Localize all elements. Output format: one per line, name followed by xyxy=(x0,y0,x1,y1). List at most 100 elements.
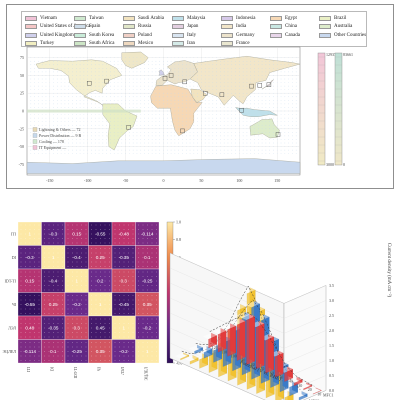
ocean-dot xyxy=(34,107,35,108)
ocean-dot xyxy=(45,135,47,137)
ocean-dot xyxy=(113,96,115,98)
ocean-dot xyxy=(30,131,32,133)
legend-item: Other Countries xyxy=(319,31,366,39)
ocean-dot xyxy=(106,57,107,59)
ocean-dot xyxy=(60,96,62,98)
ocean-dot xyxy=(41,128,43,130)
ocean-dot xyxy=(56,57,58,59)
bar3d-ztick-label: 3.5 xyxy=(329,283,334,288)
ocean-dot xyxy=(68,85,70,87)
ocean-dot xyxy=(91,153,92,155)
ocean-dot xyxy=(38,96,39,98)
legend-swatch xyxy=(123,15,135,21)
legend-label: Italy xyxy=(187,32,197,38)
ocean-dot xyxy=(117,135,119,137)
legend-swatch xyxy=(319,32,331,38)
ocean-dot xyxy=(49,107,51,108)
ocean-dot xyxy=(94,103,96,105)
legend-item: Spain xyxy=(74,23,100,31)
ocean-dot xyxy=(45,89,47,91)
ocean-dot xyxy=(98,128,100,130)
ocean-dot xyxy=(72,85,73,87)
ocean-dot xyxy=(106,135,107,137)
legend-swatch xyxy=(221,15,233,21)
ocean-dot xyxy=(53,131,54,133)
legend-item: Russia xyxy=(123,23,151,31)
legend-swatch xyxy=(172,41,184,46)
ocean-dot xyxy=(53,153,54,155)
legend-label: South Africa xyxy=(89,41,115,46)
ocean-dot xyxy=(30,153,32,155)
ocean-dot xyxy=(53,128,54,130)
ocean-dot xyxy=(91,89,92,91)
ocean-dot xyxy=(30,82,32,83)
ocean-dot xyxy=(38,92,39,94)
bar3d-ztick-label: 1.0 xyxy=(329,358,334,363)
ocean-dot xyxy=(45,82,47,83)
ocean-dot xyxy=(117,121,119,123)
ocean-dot xyxy=(72,121,73,123)
ocean-dot xyxy=(110,103,111,105)
ocean-dot xyxy=(91,96,92,98)
ocean-dot xyxy=(102,96,104,98)
ocean-dot xyxy=(87,121,89,123)
ocean-dot xyxy=(94,135,96,137)
ocean-dot xyxy=(83,99,85,101)
ocean-dot xyxy=(79,117,81,119)
ocean-dot xyxy=(102,75,104,76)
ocean-dot xyxy=(110,60,111,62)
ocean-dot xyxy=(64,153,66,155)
bar3d-xtick-label: 20 xyxy=(308,387,312,392)
ocean-dot xyxy=(106,107,107,108)
land-arabia xyxy=(190,88,207,103)
ocean-dot xyxy=(117,139,119,140)
ocean-dot xyxy=(102,99,104,101)
legend-swatch xyxy=(172,24,184,29)
legend-item: Italy xyxy=(172,31,196,39)
ocean-dot xyxy=(113,89,115,91)
legend-label: Indonesia xyxy=(236,15,256,21)
ocean-dot xyxy=(30,60,32,62)
ocean-dot xyxy=(72,82,73,83)
legend-swatch xyxy=(221,32,233,38)
ocean-dot xyxy=(75,85,77,87)
ocean-dot xyxy=(106,139,107,140)
ocean-dot xyxy=(117,99,119,101)
ocean-dot xyxy=(60,89,62,91)
legend-label: United Kingdom xyxy=(40,32,74,38)
ocean-dot xyxy=(68,99,70,101)
legend-label: Canada xyxy=(285,32,300,38)
ocean-dot xyxy=(41,114,43,115)
ocean-dot xyxy=(106,121,107,123)
ocean-dot xyxy=(83,96,85,98)
ocean-dot xyxy=(34,131,35,133)
ocean-dot xyxy=(102,121,104,123)
ocean-dot xyxy=(75,107,77,108)
ocean-dot xyxy=(60,64,62,66)
ocean-dot xyxy=(41,99,43,101)
ocean-dot xyxy=(79,99,81,101)
ocean-dot xyxy=(106,99,107,101)
legend-label: Russia xyxy=(138,24,152,29)
ocean-dot xyxy=(72,131,73,133)
ocean-dot xyxy=(91,128,92,130)
ocean-dot xyxy=(113,85,115,87)
ocean-dot xyxy=(79,57,81,59)
legend-item: Vietnam xyxy=(25,14,57,22)
ocean-dot xyxy=(49,128,51,130)
ocean-dot xyxy=(45,131,47,133)
ocean-dot xyxy=(45,57,47,59)
ocean-dot xyxy=(53,89,54,91)
ocean-dot xyxy=(53,57,54,59)
ocean-dot xyxy=(102,107,104,108)
ocean-dot xyxy=(64,124,66,126)
ocean-dot xyxy=(30,124,32,126)
ocean-dot xyxy=(110,135,111,137)
ocean-dot xyxy=(56,82,58,83)
ocean-dot xyxy=(72,153,73,155)
legend-label: India xyxy=(236,24,247,29)
ocean-dot xyxy=(79,149,81,151)
ocean-dot xyxy=(45,139,47,140)
ocean-dot xyxy=(83,71,85,73)
